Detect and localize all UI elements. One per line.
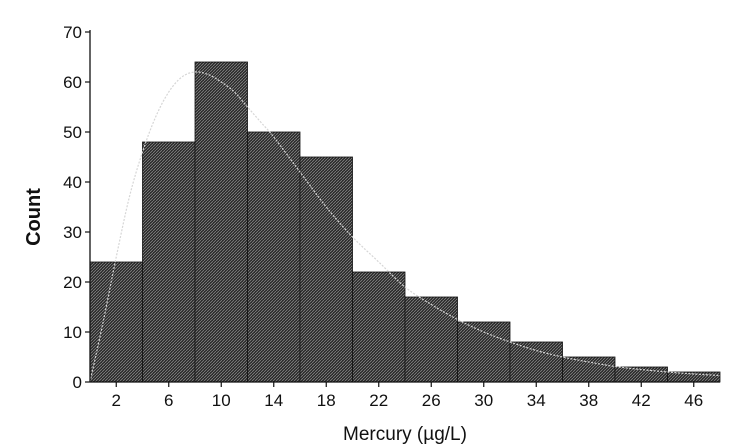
histogram-bar	[194, 61, 248, 383]
x-axis-ticks: 2 6 10 14 18 22 26 30 34 38 42 46	[112, 382, 703, 410]
histogram-bar	[247, 131, 301, 383]
histogram-bar	[509, 341, 563, 383]
x-tick-label: 38	[579, 391, 598, 410]
y-tick-label: 0	[73, 373, 82, 392]
histogram-bars	[89, 61, 721, 383]
histogram-bar	[457, 321, 511, 383]
x-tick-label: 22	[369, 391, 388, 410]
y-tick-label: 10	[63, 323, 82, 342]
density-curve	[90, 71, 720, 382]
x-tick-label: 42	[632, 391, 651, 410]
x-axis-title: Mercury (µg/L)	[343, 424, 467, 445]
histogram-bar	[142, 141, 196, 383]
y-tick-label: 60	[63, 73, 82, 92]
x-tick-label: 6	[164, 391, 173, 410]
y-axis-ticks: 0 10 20 30 40 50 60 70	[63, 23, 90, 392]
y-tick-label: 20	[63, 273, 82, 292]
x-tick-label: 26	[422, 391, 441, 410]
histogram-bar	[404, 296, 458, 383]
y-axis-title: Count	[23, 188, 45, 246]
histogram-bar	[352, 271, 406, 383]
histogram-bar	[89, 261, 143, 383]
histogram-bar	[299, 156, 353, 383]
x-tick-label: 30	[474, 391, 493, 410]
x-tick-label: 10	[212, 391, 231, 410]
histogram-bar	[562, 356, 616, 383]
y-tick-label: 50	[63, 123, 82, 142]
x-tick-label: 46	[684, 391, 703, 410]
x-tick-label: 2	[112, 391, 121, 410]
y-tick-label: 70	[63, 23, 82, 42]
x-tick-label: 14	[264, 391, 283, 410]
y-tick-label: 40	[63, 173, 82, 192]
x-tick-label: 18	[317, 391, 336, 410]
x-tick-label: 34	[527, 391, 546, 410]
y-tick-label: 30	[63, 223, 82, 242]
